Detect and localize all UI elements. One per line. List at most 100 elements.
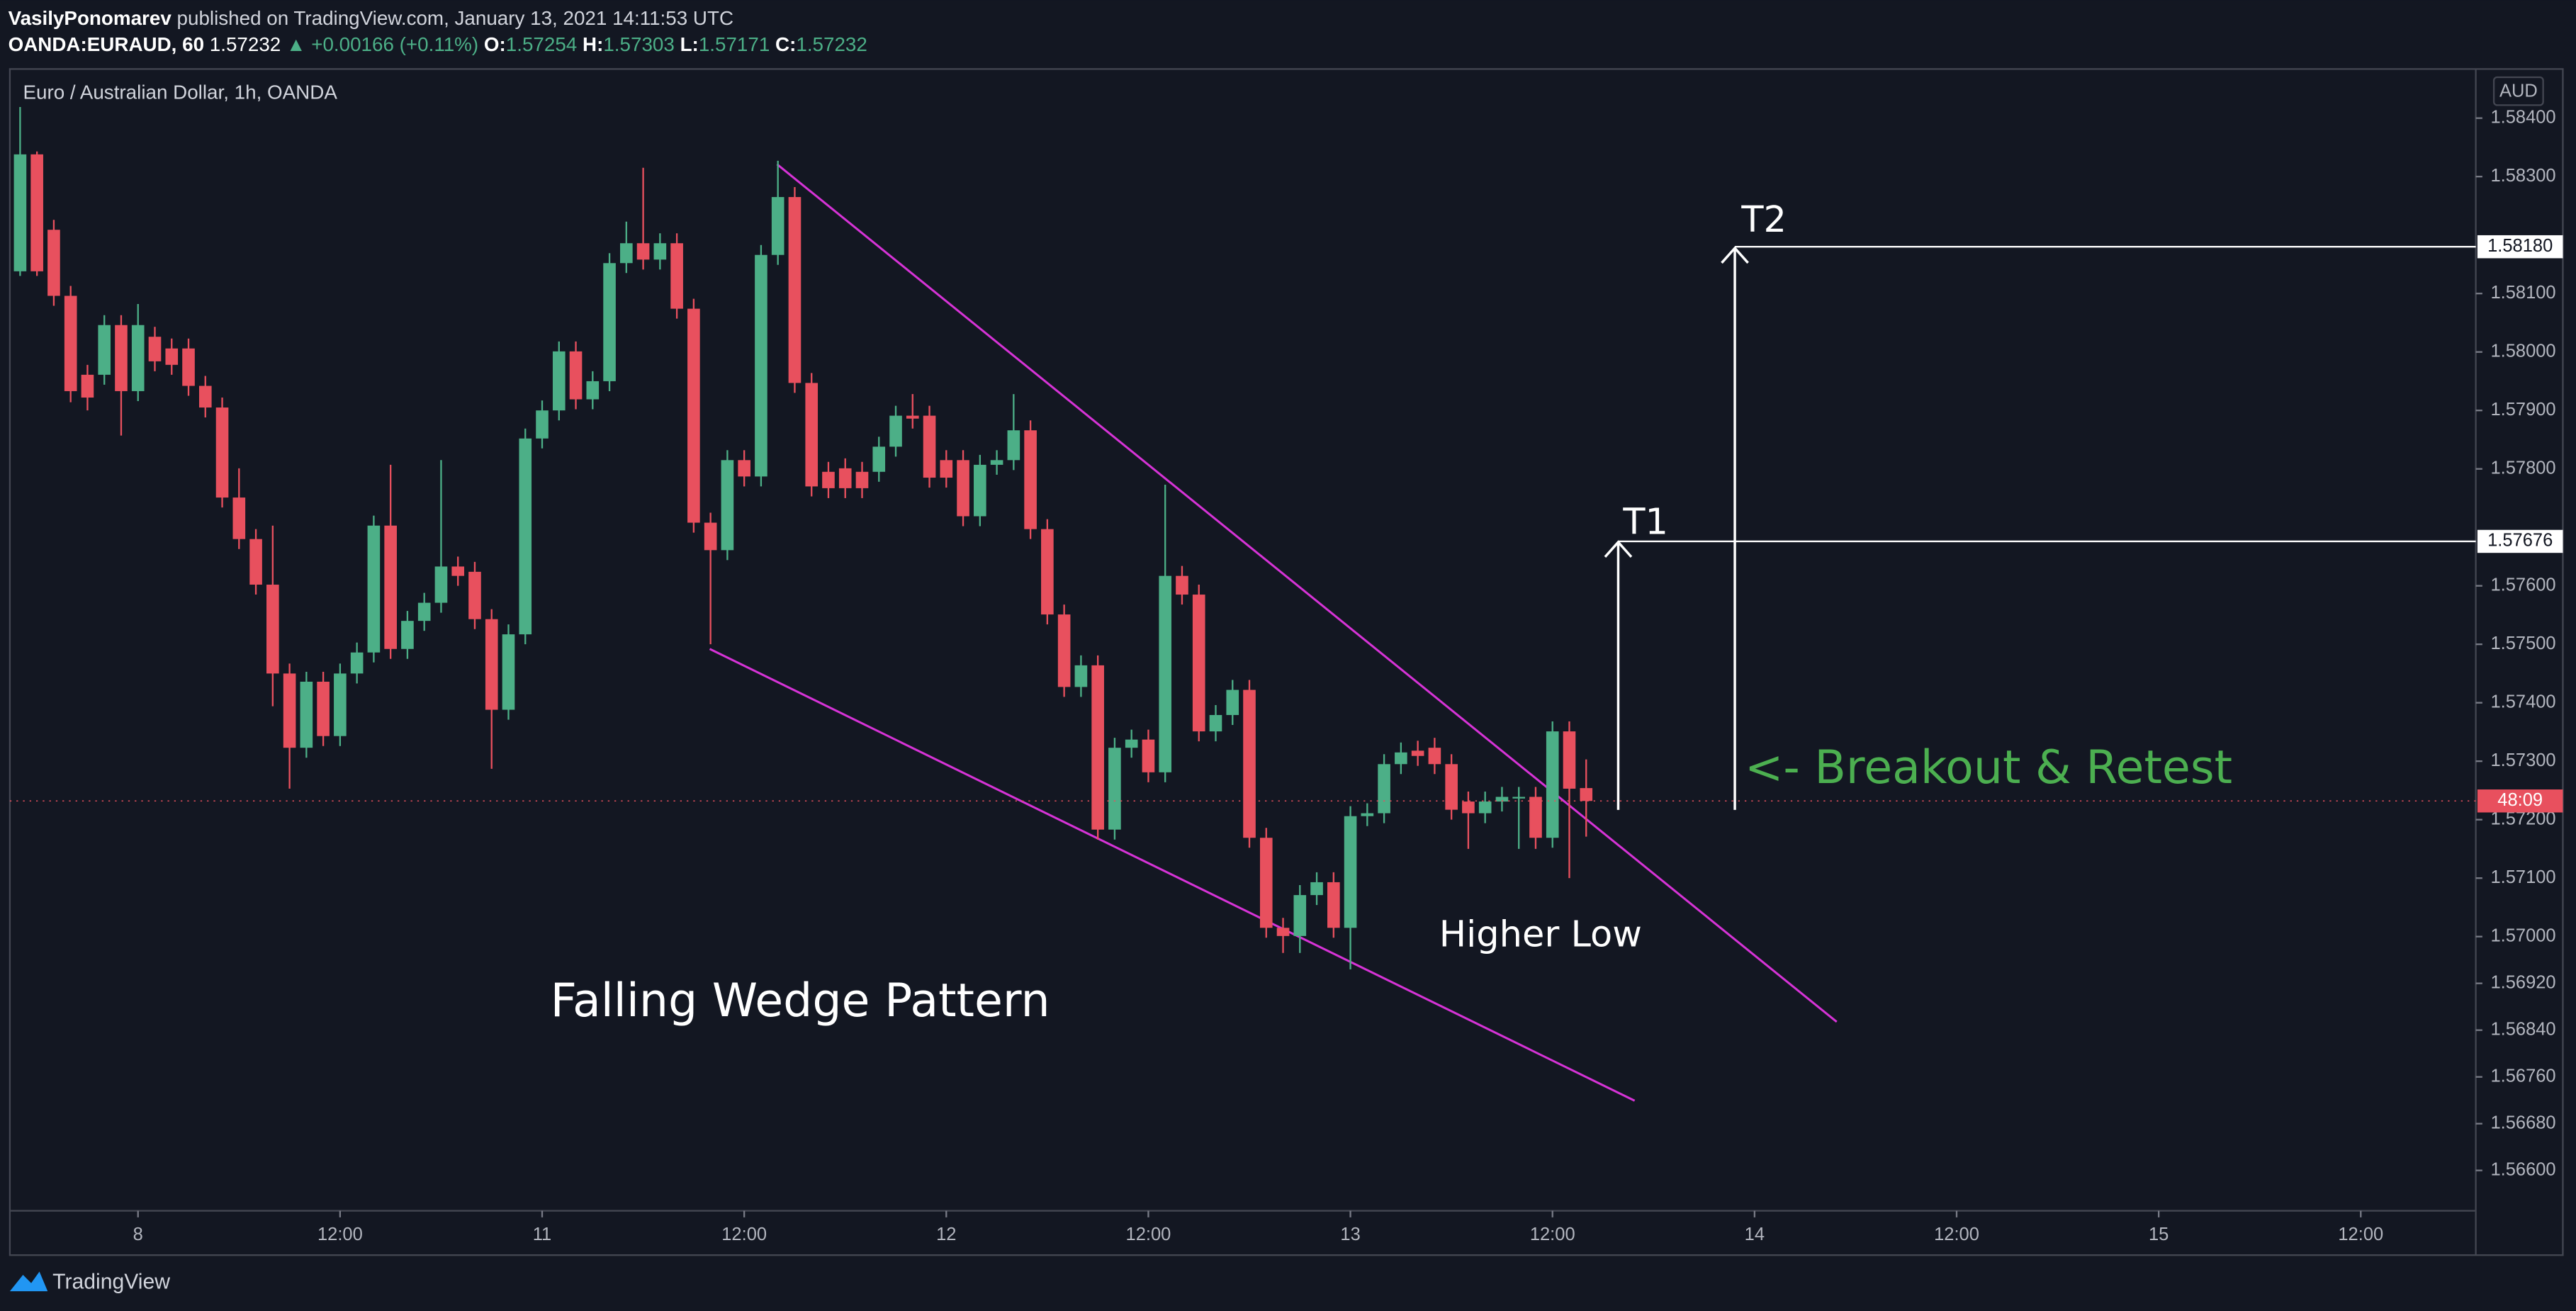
y-tick-label: 1.56840 <box>2490 1019 2555 1039</box>
published: published on TradingView.com, January 13… <box>177 7 734 29</box>
candle-body <box>148 337 162 361</box>
candle-body <box>519 438 532 635</box>
candle-body <box>1276 928 1290 936</box>
l-label: L: <box>680 33 699 55</box>
candle-body <box>957 460 969 517</box>
candle-body <box>738 460 750 477</box>
candle-body <box>569 351 583 400</box>
change: ▲ +0.00166 (+0.11%) <box>286 33 478 55</box>
x-tick-label: 12:00 <box>1126 1225 1171 1244</box>
candle-body <box>81 374 94 398</box>
x-tick-label: 13 <box>1340 1225 1360 1244</box>
candle-body <box>417 602 431 621</box>
chart-title: Euro / Australian Dollar, 1h, OANDA <box>23 81 337 103</box>
t2-arrowhead <box>1721 246 1749 264</box>
level-label-box <box>2477 529 2563 553</box>
candle-body <box>1310 882 1323 896</box>
candle-body <box>1395 752 1407 765</box>
x-tick-label: 15 <box>2149 1225 2169 1244</box>
candle-body <box>1478 801 1492 814</box>
candle-body <box>923 415 936 478</box>
y-tick-label: 1.58100 <box>2490 283 2555 303</box>
y-tick-label: 1.57400 <box>2490 692 2555 711</box>
x-tick-label: 12:00 <box>1934 1225 1979 1244</box>
candle-body <box>1091 665 1104 830</box>
currency-box[interactable] <box>2492 76 2544 106</box>
level-label: 1.58180 <box>2487 236 2553 256</box>
candle-body <box>1428 748 1441 765</box>
candle-body <box>636 243 650 260</box>
candle-body <box>1411 750 1424 756</box>
x-tick-label: 14 <box>1745 1225 1765 1244</box>
x-tick-label: 12:00 <box>2338 1225 2383 1244</box>
candle-body <box>1344 816 1357 928</box>
currency: AUD <box>2499 81 2538 101</box>
candle-body <box>1226 690 1239 715</box>
candle-body <box>13 154 27 271</box>
candle-body <box>249 539 262 585</box>
x-tick-label: 8 <box>133 1225 143 1244</box>
candle-body <box>64 296 77 391</box>
candle-body <box>1361 813 1374 816</box>
x-tick-label: 12 <box>936 1225 956 1244</box>
candle-body <box>451 566 465 576</box>
candle-body <box>838 468 852 488</box>
t2-label: T2 <box>1740 199 1787 241</box>
candle-body <box>704 522 717 551</box>
candle-body <box>1563 731 1576 789</box>
candle-body <box>1057 614 1071 687</box>
candle-body <box>1159 575 1172 772</box>
candle-body <box>47 230 60 296</box>
countdown: 48:09 <box>2497 790 2543 810</box>
candles <box>13 107 1593 969</box>
x-tick-label: 12:00 <box>721 1225 767 1244</box>
y-tick-label: 1.57900 <box>2490 400 2555 420</box>
candle-body <box>1327 882 1340 928</box>
symbol: OANDA:EURAUD, 60 <box>9 33 204 55</box>
header-line-2: OANDA:EURAUD, 60 1.57232 ▲ +0.00166 (+0.… <box>9 33 867 55</box>
candle-body <box>906 415 919 419</box>
candle-body <box>1125 739 1138 748</box>
candle-body <box>822 471 835 488</box>
brand[interactable]: TradingView <box>52 1271 170 1294</box>
candle-body <box>974 464 986 517</box>
candle-body <box>350 652 364 674</box>
chart-frame <box>9 68 2564 1256</box>
y-tick-label: 1.57300 <box>2490 750 2555 770</box>
candle-body <box>283 673 296 748</box>
candle-body <box>1580 788 1593 801</box>
wedge-upper-line <box>776 163 1838 1023</box>
y-tick-label: 1.57000 <box>2490 925 2555 945</box>
candle-body <box>552 351 566 411</box>
c-label: C: <box>775 33 796 55</box>
candle-body <box>232 497 246 539</box>
candle-body <box>603 263 616 381</box>
candle-body <box>1529 797 1542 838</box>
y-tick-label: 1.57600 <box>2490 575 2555 595</box>
candle-body <box>872 446 886 472</box>
candle-body <box>771 197 784 255</box>
x-tick-label: 11 <box>533 1225 551 1244</box>
candle-body <box>687 308 700 523</box>
candle-body <box>889 415 902 447</box>
y-tick-label: 1.58400 <box>2490 107 2555 127</box>
candle-body <box>536 410 549 439</box>
candle-body <box>1445 764 1458 810</box>
candle-body <box>1108 748 1121 830</box>
y-tick-label: 1.56600 <box>2490 1159 2555 1179</box>
candle-body <box>586 381 600 400</box>
candle-body <box>805 383 819 487</box>
level-label-box <box>2477 235 2563 259</box>
candle-body <box>990 460 1003 465</box>
candle-body <box>653 243 667 260</box>
candle-body <box>855 471 869 488</box>
candle-body <box>1176 575 1188 595</box>
candle-body <box>1378 764 1390 814</box>
candle-body <box>165 348 179 365</box>
header-line-1: VasilyPonomarev published on TradingView… <box>9 7 733 29</box>
countdown-box <box>2477 789 2563 813</box>
h-value: 1.57303 <box>603 33 674 55</box>
candle-body <box>30 154 43 271</box>
y-tick-label: 1.56920 <box>2490 972 2555 992</box>
